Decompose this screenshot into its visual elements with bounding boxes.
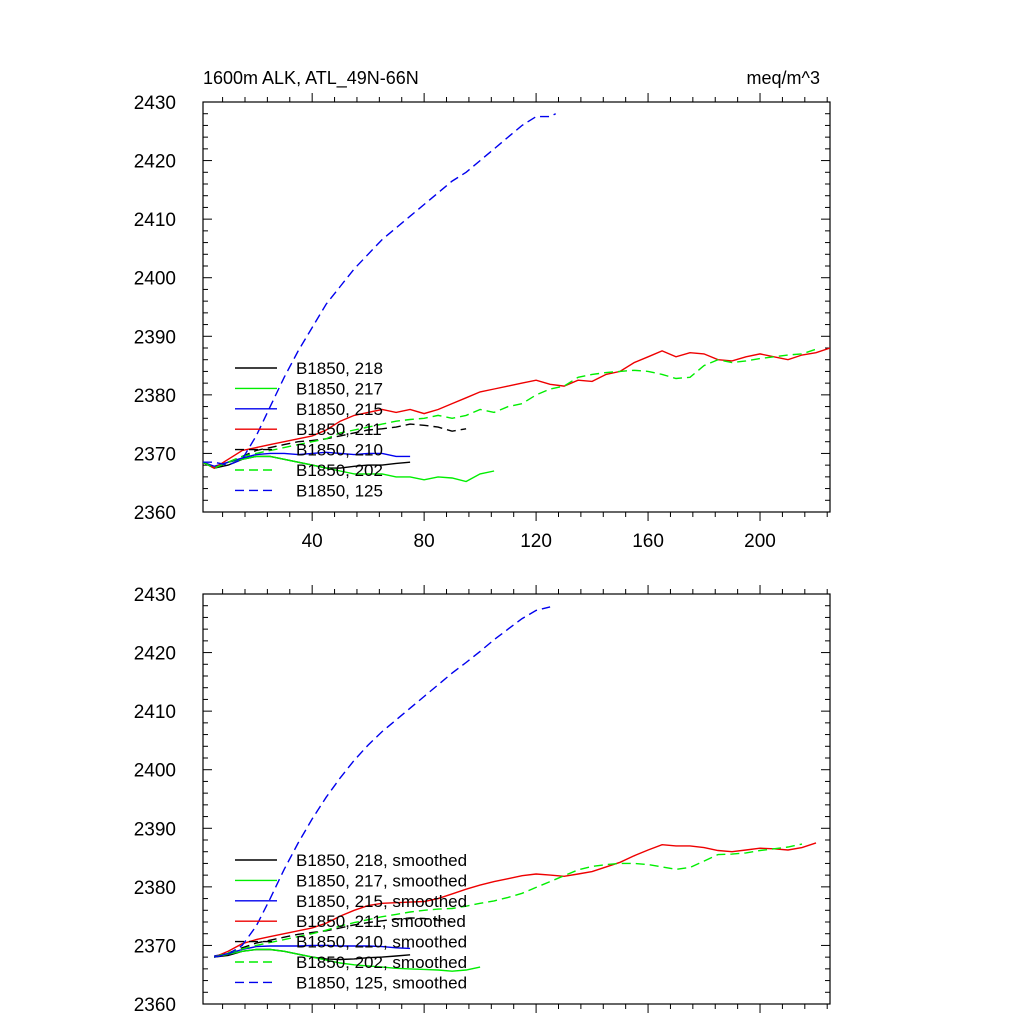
bottom-series-line-5 [214, 843, 803, 958]
top-legend-label: B1850, 202 [296, 461, 383, 480]
top-y-tick-label: 2430 [134, 93, 176, 114]
bottom-plot-frame [202, 593, 831, 1005]
top-y-tick-label: 2400 [134, 269, 176, 290]
bottom-series-line-4 [214, 917, 453, 958]
top-series-line-6 [203, 113, 557, 466]
bottom-panel: 2360 2370 2380 2390 2400 2410 2420 2430 B1850, 2… [134, 585, 831, 1016]
top-series-line-5 [203, 348, 817, 469]
bottom-y-tick-label: 2400 [134, 761, 176, 782]
figure-title: 1600m ALK, ATL_49N-66N [203, 68, 419, 89]
top-x-tick-label: 160 [632, 531, 664, 552]
top-x-tick-label: 120 [520, 531, 552, 552]
top-plot-frame [202, 101, 831, 513]
top-x-tick-label: 40 [302, 531, 323, 552]
top-y-tick-label: 2390 [134, 327, 176, 348]
top-panel: 2360 2370 2380 2390 2400 2410 2420 2430 40 80 120 1… [134, 93, 831, 552]
top-legend-label: B1850, 210 [296, 441, 383, 460]
top-y-tick-label: 2410 [134, 210, 176, 231]
top-y-tick-label: 2360 [134, 503, 176, 524]
top-y-tick-label: 2420 [134, 152, 176, 173]
top-x-tick-label: 200 [744, 531, 776, 552]
bottom-legend-label: B1850, 210, smoothed [296, 933, 467, 952]
bottom-legend-label: B1850, 125, smoothed [296, 973, 467, 992]
bottom-series-line-3 [213, 842, 817, 958]
bottom-legend-label: B1850, 217, smoothed [296, 871, 467, 890]
top-legend-label: B1850, 218 [296, 359, 383, 378]
bottom-y-tick-label: 2420 [134, 644, 176, 665]
top-series-line-2 [203, 451, 411, 468]
top-legend-label: B1850, 217 [296, 379, 383, 398]
bottom-series-line-1 [214, 948, 481, 972]
bottom-y-tick-label: 2390 [134, 819, 176, 840]
top-legend-label: B1850, 215 [296, 400, 383, 419]
bottom-legend-label: B1850, 202, smoothed [296, 953, 467, 972]
bottom-y-tick-label: 2360 [134, 995, 176, 1016]
top-legend-label: B1850, 125 [296, 481, 383, 500]
units-label: meq/m^3 [747, 68, 820, 88]
bottom-series-line-6 [214, 606, 551, 958]
top-y-tick-label: 2380 [134, 386, 176, 407]
top-x-tick-label: 80 [414, 531, 435, 552]
bottom-legend-label: B1850, 215, smoothed [296, 892, 467, 911]
bottom-legend-label: B1850, 218, smoothed [296, 851, 467, 870]
bottom-y-tick-label: 2370 [134, 936, 176, 957]
bottom-y-tick-label: 2410 [134, 702, 176, 723]
top-y-tick-label: 2370 [134, 444, 176, 465]
top-series-line-3 [203, 347, 830, 469]
bottom-legend-label: B1850, 211, smoothed [296, 912, 466, 931]
top-legend-label: B1850, 211 [296, 420, 382, 439]
bottom-series-line-2 [214, 944, 411, 957]
bottom-y-tick-label: 2380 [134, 878, 176, 899]
bottom-y-tick-label: 2430 [134, 585, 176, 606]
top-series-line-1 [203, 455, 495, 483]
